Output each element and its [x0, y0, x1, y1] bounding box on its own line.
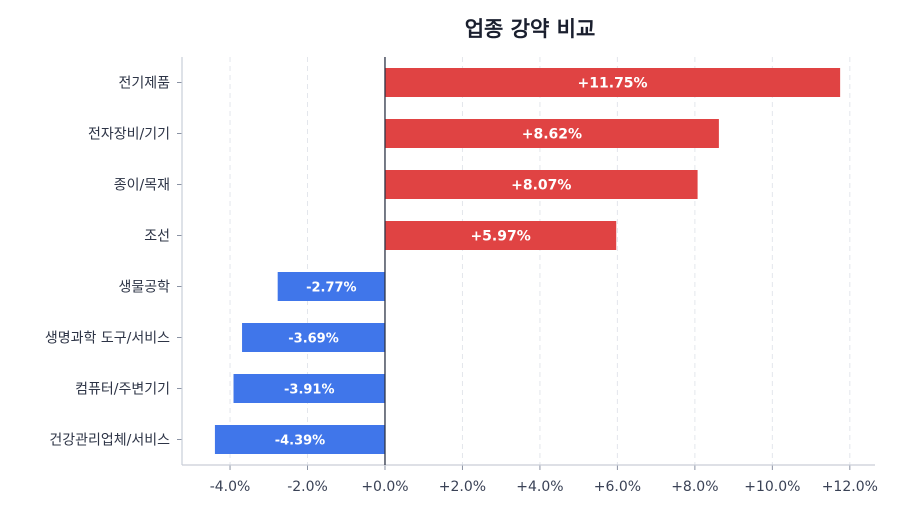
data-label: +8.07%: [511, 178, 571, 194]
x-tick-label: +4.0%: [516, 479, 563, 495]
x-tick-label: +12.0%: [822, 479, 878, 495]
data-label: +8.62%: [522, 127, 582, 143]
data-label: -2.77%: [306, 281, 357, 296]
axes: [177, 57, 875, 470]
labels: -4.0% -2.0% +0.0% +2.0% +4.0% +6.0% +8.0% +10.0…: [45, 76, 878, 496]
y-tick-label: 종이/목재: [114, 178, 170, 194]
y-tick-label: 전자장비/기기: [88, 127, 170, 143]
y-tick-label: 조선: [144, 229, 170, 245]
bar: [233, 374, 385, 403]
data-label: +5.97%: [470, 229, 530, 245]
x-tick-label: +8.0%: [671, 479, 718, 495]
bar: [277, 272, 385, 301]
data-label: +11.75%: [578, 76, 648, 92]
grid-lines: [229, 57, 851, 465]
data-label: -4.39%: [275, 434, 326, 449]
y-tick-label: 건강관리업체/서비스: [49, 433, 170, 449]
bar: [384, 170, 698, 199]
data-label: -3.91%: [284, 383, 335, 398]
bar: [242, 323, 385, 352]
y-tick-label: 생물공학: [118, 280, 170, 296]
y-tick-label: 컴퓨터/주변기기: [75, 382, 170, 398]
y-tick-label: 전기제품: [118, 76, 170, 92]
x-tick-label: -2.0%: [287, 479, 328, 495]
chart-title: 업종 강약 비교: [465, 17, 596, 41]
data-label: -3.69%: [288, 332, 339, 347]
bar: [384, 119, 719, 148]
bar: [384, 221, 617, 250]
x-tick-label: +0.0%: [361, 479, 408, 495]
x-tick-label: +10.0%: [744, 479, 800, 495]
bar: [214, 425, 385, 454]
bar: [384, 68, 841, 97]
y-tick-label: 생명과학 도구/서비스: [45, 331, 170, 347]
x-tick-label: +6.0%: [594, 479, 641, 495]
x-tick-label: +2.0%: [439, 479, 486, 495]
bars: [214, 68, 841, 454]
x-tick-label: -4.0%: [210, 479, 251, 495]
